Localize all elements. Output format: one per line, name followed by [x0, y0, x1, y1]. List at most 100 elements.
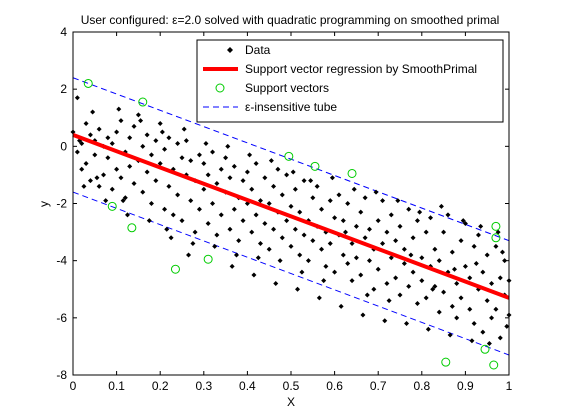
support-vector-marker — [170, 264, 180, 274]
data-point — [262, 175, 268, 181]
data-point — [103, 198, 109, 204]
data-point — [404, 321, 410, 327]
data-point — [268, 158, 274, 164]
data-point — [138, 118, 144, 124]
data-point — [480, 269, 486, 275]
y-tick-label: -6 — [56, 311, 67, 325]
data-point — [295, 286, 301, 292]
regression-layer — [72, 133, 510, 300]
data-point — [284, 172, 290, 178]
legend-support-vector-marker — [215, 83, 225, 93]
data-point — [166, 135, 172, 141]
data-point — [423, 295, 429, 301]
data-point — [170, 212, 176, 218]
data-point — [388, 212, 394, 218]
data-point — [201, 186, 207, 192]
data-point — [419, 278, 425, 284]
data-point — [353, 223, 359, 229]
data-point — [175, 140, 181, 146]
data-point — [109, 186, 115, 192]
data-point — [148, 201, 154, 206]
data-point — [419, 255, 425, 261]
chart-title: User configured: ε=2.0 solved with quadr… — [81, 13, 500, 27]
data-point — [319, 206, 325, 212]
data-point — [203, 140, 209, 146]
data-point — [449, 303, 455, 309]
data-point — [410, 235, 416, 241]
data-point — [310, 238, 316, 244]
data-point — [393, 238, 399, 244]
data-point — [157, 160, 163, 166]
data-point — [445, 212, 451, 218]
data-point — [393, 275, 399, 281]
data-point — [249, 229, 255, 235]
data-point — [201, 160, 207, 166]
data-point — [340, 252, 346, 258]
data-point — [247, 152, 253, 158]
support-vector-marker — [127, 223, 137, 233]
data-point — [74, 95, 80, 101]
data-point — [74, 149, 80, 155]
data-point — [321, 278, 327, 284]
data-point — [83, 120, 89, 126]
data-point — [371, 286, 377, 292]
legend-label-support-vectors: Support vectors — [245, 81, 329, 95]
y-tick-label: -8 — [56, 368, 67, 382]
data-point — [471, 243, 477, 249]
data-point — [140, 189, 146, 195]
data-point — [351, 186, 357, 192]
data-point — [188, 158, 194, 164]
legend-label-regression: Support vector regression by SmoothPrima… — [245, 62, 477, 76]
data-point — [210, 149, 216, 155]
data-point — [305, 258, 311, 264]
data-point — [240, 178, 246, 184]
data-point — [179, 155, 185, 161]
data-point — [105, 155, 111, 161]
data-point — [231, 163, 237, 169]
support-vector-marker — [83, 78, 93, 88]
data-point — [327, 198, 333, 204]
data-point — [79, 166, 85, 172]
x-tick-label: 0 — [70, 379, 77, 393]
data-point — [231, 206, 237, 212]
data-point — [227, 226, 233, 232]
data-point — [388, 255, 394, 261]
data-point — [266, 246, 272, 252]
data-point — [114, 166, 120, 172]
data-point — [96, 183, 102, 189]
x-tick-label: 0.4 — [239, 379, 256, 393]
data-point — [308, 178, 314, 184]
data-point — [164, 226, 170, 232]
data-point — [332, 269, 338, 275]
data-point — [90, 109, 96, 115]
data-point — [188, 198, 194, 204]
data-point — [292, 226, 298, 232]
support-vector-marker — [284, 151, 294, 161]
data-point — [118, 175, 124, 181]
data-point — [475, 232, 481, 238]
data-point — [273, 281, 279, 287]
data-point — [125, 212, 130, 218]
x-axis-ticks: 0 0.1 0.2 0.3 0.4 0.5 0.6 0.7 0.8 0.9 1 — [70, 32, 513, 393]
data-point — [428, 215, 434, 221]
data-point — [395, 198, 401, 204]
data-point — [225, 143, 231, 149]
tube-lower-line — [72, 191, 510, 356]
data-point — [406, 283, 412, 289]
data-point — [502, 258, 508, 264]
data-point — [279, 192, 285, 198]
data-point — [101, 172, 107, 178]
support-vector-marker — [138, 97, 148, 107]
data-point — [214, 232, 220, 238]
data-point — [364, 292, 370, 298]
legend-item-tube: ε-insensitive tube — [203, 100, 337, 114]
data-point — [83, 160, 89, 166]
data-point — [114, 129, 120, 135]
legend-label-tube: ε-insensitive tube — [245, 100, 337, 114]
data-point — [358, 209, 364, 215]
data-point — [449, 249, 455, 255]
data-point — [275, 166, 281, 172]
data-point — [478, 223, 484, 229]
data-point — [153, 178, 159, 184]
